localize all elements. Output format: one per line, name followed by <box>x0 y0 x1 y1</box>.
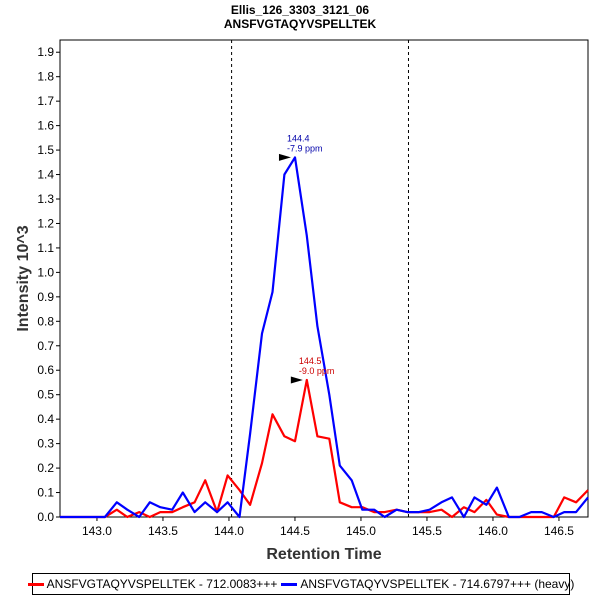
x-tick-label: 144.0 <box>214 524 244 538</box>
chart-title: Ellis_126_3303_3121_06 <box>230 3 370 17</box>
y-tick-label: 1.4 <box>37 168 54 182</box>
y-tick-label: 1.8 <box>37 70 54 84</box>
peak-annotation-label: -7.9 ppm <box>287 143 323 153</box>
y-tick-label: 1.0 <box>37 265 54 279</box>
series-line-light <box>60 378 589 519</box>
y-tick-label: 0.3 <box>37 437 54 451</box>
chromatogram-chart: 0.0 0.1 0.2 0.3 0.4 0.5 0.6 0.7 0.8 0.9 1.0 1.1 1.2 1… <box>15 39 589 563</box>
legend-item-heavy: ANSFVGTAQYVSPELLTEK - 714.6797+++ (heavy… <box>281 577 574 591</box>
x-tick-label: 143.0 <box>82 524 112 538</box>
y-tick-label: 0.5 <box>37 388 54 402</box>
y-tick-label: 1.3 <box>37 192 54 206</box>
y-axis-label: Intensity 10^3 <box>15 225 32 331</box>
legend-label-light: ANSFVGTAQYVSPELLTEK - 712.0083+++ <box>46 577 278 591</box>
y-tick-label: 1.5 <box>37 143 54 157</box>
y-tick-label: 0.0 <box>37 510 54 524</box>
y-tick-label: 0.7 <box>37 339 54 353</box>
peak-annotation-label: 144.5 <box>299 356 322 366</box>
x-tick-label: 143.5 <box>148 524 178 538</box>
series-line-heavy <box>60 156 589 519</box>
peak-annotation-label: -9.0 ppm <box>299 366 335 376</box>
legend-item-light: ANSFVGTAQYVSPELLTEK - 712.0083+++ <box>27 577 278 591</box>
plot-frame <box>59 39 589 518</box>
y-tick-label: 1.9 <box>37 45 54 59</box>
y-tick-label: 1.1 <box>37 241 54 255</box>
y-tick-label: 0.2 <box>37 461 54 475</box>
y-tick-label: 0.6 <box>37 363 54 377</box>
x-tick-label: 145.5 <box>412 524 442 538</box>
legend-label-heavy: ANSFVGTAQYVSPELLTEK - 714.6797+++ (heavy… <box>300 577 575 591</box>
chart-legend: ANSFVGTAQYVSPELLTEK - 712.0083+++ ANSFVG… <box>27 573 574 595</box>
y-tick-label: 0.8 <box>37 314 54 328</box>
y-tick-label: 1.6 <box>37 119 54 133</box>
y-tick-label: 0.1 <box>37 486 54 500</box>
y-tick-label: 1.2 <box>37 216 54 230</box>
x-tick-label: 146.0 <box>478 524 508 538</box>
chart-subtitle: ANSFVGTAQYVSPELLTEK <box>223 17 377 31</box>
y-tick-label: 1.7 <box>37 94 54 108</box>
y-tick-label: 0.4 <box>37 412 54 426</box>
x-axis-label: Retention Time <box>266 546 381 563</box>
legend-swatch-light <box>27 582 44 586</box>
peak-arrow-marker <box>290 376 303 384</box>
y-tick-label: 0.9 <box>37 290 54 304</box>
peak-arrow-marker <box>278 153 291 161</box>
x-tick-label: 145.0 <box>346 524 376 538</box>
legend-swatch-heavy <box>281 582 298 586</box>
x-tick-label: 144.5 <box>280 524 310 538</box>
x-tick-label: 146.5 <box>544 524 574 538</box>
peak-annotation-label: 144.4 <box>287 133 310 143</box>
